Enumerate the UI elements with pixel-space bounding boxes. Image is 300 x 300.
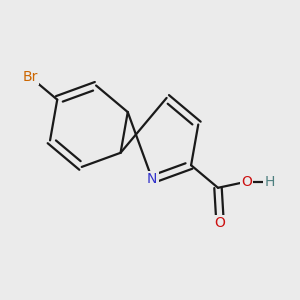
Text: O: O: [214, 216, 226, 230]
Text: O: O: [242, 175, 252, 189]
Text: Br: Br: [22, 70, 38, 84]
Text: H: H: [265, 175, 275, 189]
Text: N: N: [147, 172, 158, 186]
